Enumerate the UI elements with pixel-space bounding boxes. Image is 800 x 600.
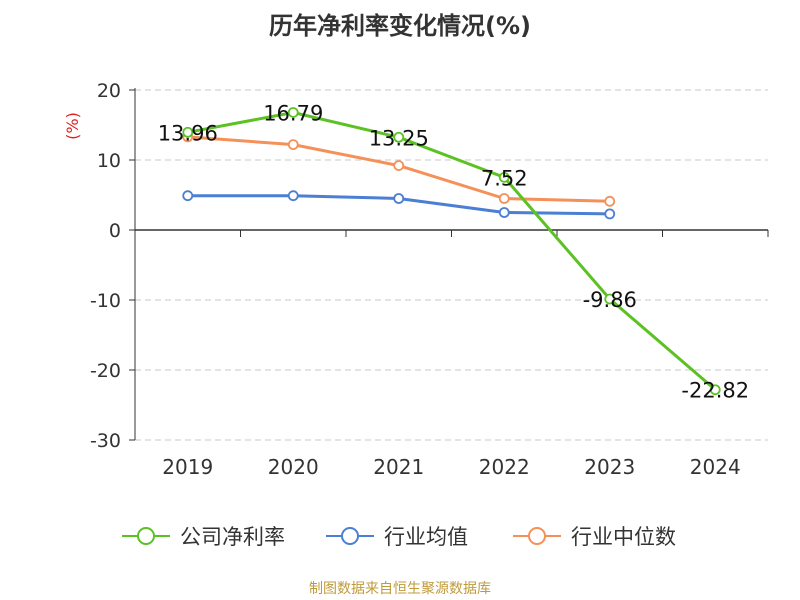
data-label: -22.82 [681,379,749,403]
data-point [604,195,616,207]
data-point [287,190,299,202]
y-tick-label: 0 [109,220,121,242]
data-point [498,193,510,204]
data-point [287,139,299,151]
legend-label: 行业均值 [384,525,468,549]
data-point [182,126,194,138]
data-point [393,160,405,172]
legend-label: 公司净利率 [180,525,285,549]
data-point [287,107,299,118]
data-label: 16.79 [263,101,323,125]
legend-marker [341,527,359,545]
y-tick-label: -20 [90,360,121,382]
x-tick-label: 2019 [162,455,213,479]
x-tick-label: 2022 [479,455,530,479]
legend-label: 行业中位数 [571,525,676,549]
series-line [187,111,717,391]
data-point [604,293,616,305]
data-label: 7.52 [481,166,528,190]
y-tick-label: -30 [90,430,121,452]
data-label: -9.86 [583,288,637,312]
x-tick-label: 2020 [268,455,319,479]
data-point [498,171,510,183]
x-tick-label: 2023 [584,455,635,479]
legend-marker [137,527,155,545]
data-point [709,384,721,396]
chart-title: 历年净利率变化情况(%) [269,12,531,40]
data-point [604,208,616,220]
data-label: 13.96 [158,121,218,145]
data-label: 13.25 [369,126,429,150]
x-tick-label: 2024 [690,455,741,479]
y-tick-label: 20 [97,80,121,102]
data-point [182,190,194,202]
y-tick-label: 10 [97,150,121,172]
y-tick-label: -10 [90,290,121,312]
data-point [393,193,405,204]
y-axis-label: (%) [63,112,82,140]
data-point [393,131,405,143]
source-footer: 制图数据来自恒生聚源数据库 [309,581,491,597]
legend-marker [528,527,546,545]
data-point [498,207,510,218]
x-tick-label: 2021 [373,455,424,479]
